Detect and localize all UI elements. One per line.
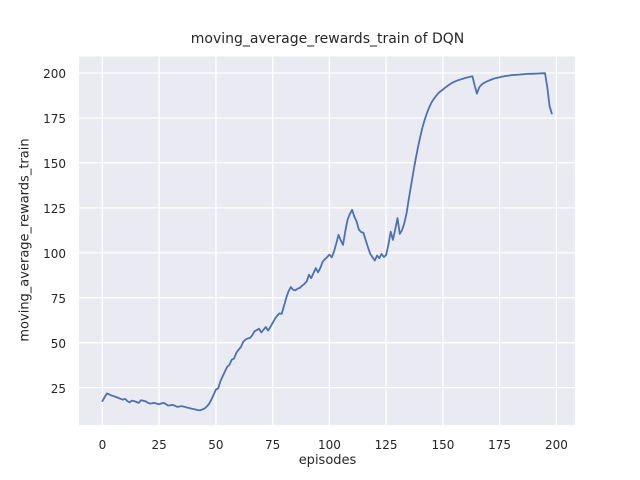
x-axis-label: episodes [298, 453, 357, 468]
x-tick-label: 175 [488, 438, 512, 452]
y-tick-label: 100 [43, 246, 66, 261]
y-tick-label: 125 [43, 201, 66, 216]
x-tick-label: 75 [264, 438, 281, 452]
y-tick-label: 150 [43, 156, 66, 171]
x-tick-label: 50 [208, 438, 224, 452]
x-tick-label: 200 [544, 438, 568, 452]
y-tick-label: 175 [43, 112, 66, 126]
x-tick-label: 125 [374, 438, 398, 452]
x-tick-label: 100 [317, 438, 341, 452]
y-tick-label: 200 [43, 67, 66, 81]
y-tick-label: 50 [50, 336, 66, 351]
x-tick-label: 150 [431, 438, 455, 452]
chart-title: moving_average_rewards_train of DQN [190, 31, 465, 47]
plot-background [79, 56, 575, 425]
x-tick-label: 25 [151, 438, 167, 452]
y-tick-label: 75 [50, 291, 66, 306]
x-tick-label: 0 [98, 438, 107, 452]
data-line [101, 72, 553, 412]
y-tick-label: 25 [50, 381, 66, 396]
